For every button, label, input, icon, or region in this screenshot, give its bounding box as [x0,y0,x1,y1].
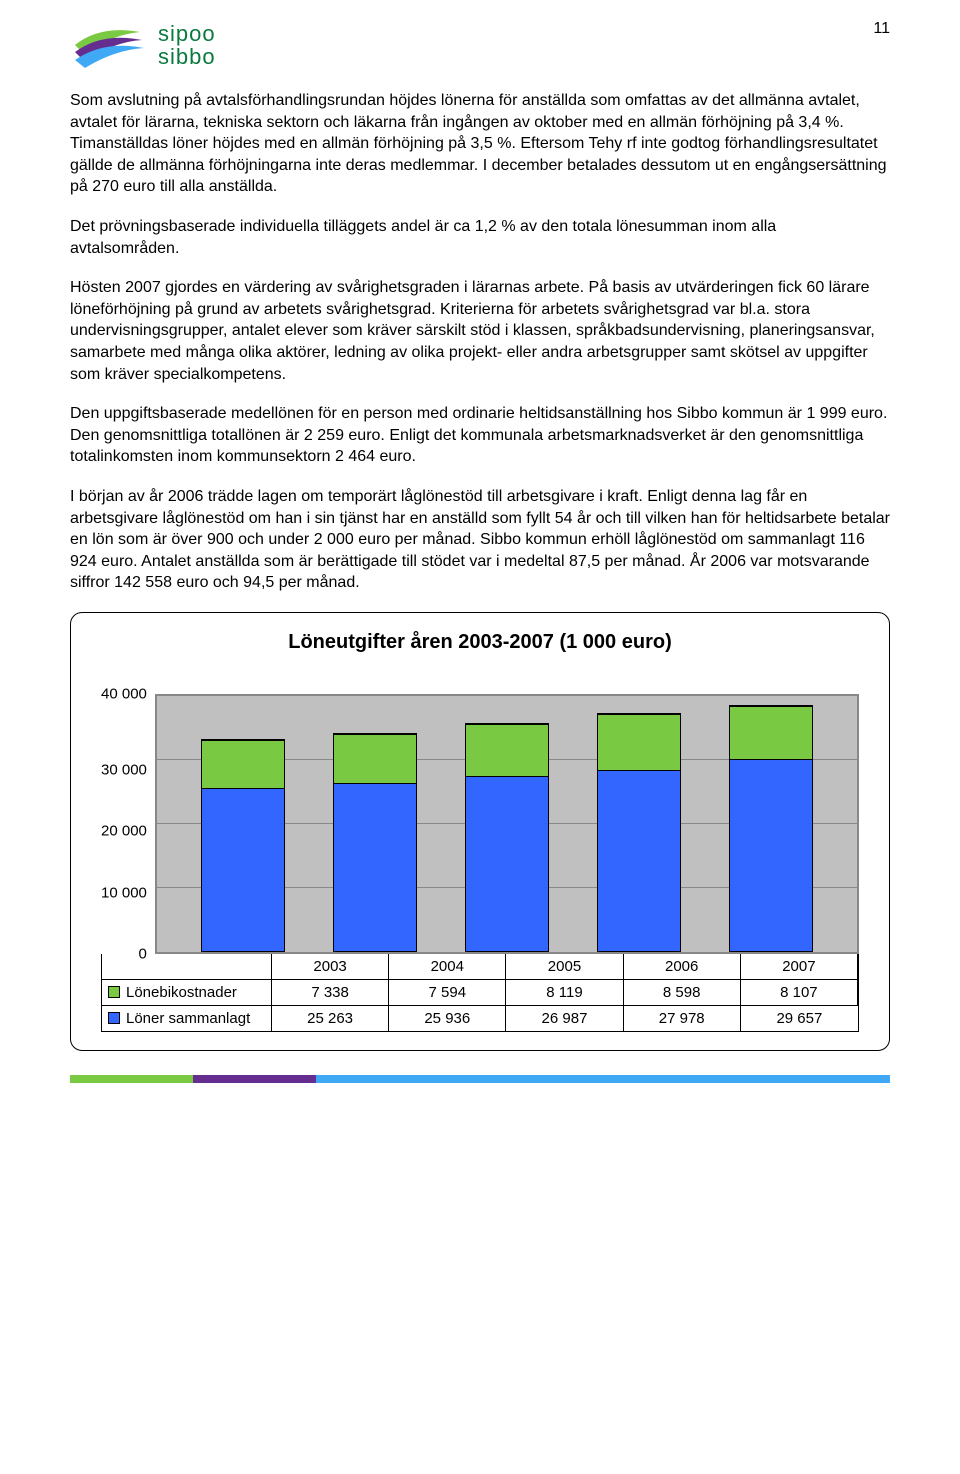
table-year-header: 2006 [624,954,741,979]
table-value-cell: 8 119 [506,979,623,1005]
bar-segment-lonebikostnader [333,734,417,783]
y-tick-label: 10 000 [101,885,147,900]
logo-swoosh-icon [70,20,150,70]
table-series-label: Löner sammanlagt [102,1005,272,1031]
table-empty-cell [102,954,272,979]
y-tick-label: 30 000 [101,763,147,778]
chart-container: Löneutgifter åren 2003-2007 (1 000 euro)… [70,612,890,1051]
page-header: sipoo sibbo 11 [70,20,890,70]
chart-bar [201,739,285,952]
table-value-cell: 27 978 [624,1005,741,1031]
bar-segment-lonebikostnader [597,714,681,770]
logo-text-line1: sipoo [158,22,216,45]
table-value-cell: 25 263 [272,1005,389,1031]
table-value-cell: 7 594 [389,979,506,1005]
table-value-cell: 8 107 [741,979,858,1005]
table-year-header: 2005 [506,954,623,979]
bar-segment-loner [597,770,681,952]
bar-segment-lonebikostnader [201,740,285,788]
legend-color-box [108,1012,120,1024]
chart-bar [333,733,417,952]
page-number: 11 [873,20,890,38]
logo-text-line2: sibbo [158,45,216,68]
y-tick-label: 0 [139,946,147,961]
bar-segment-loner [465,776,549,951]
paragraph: Hösten 2007 gjordes en värdering av svår… [70,277,890,385]
chart-bar [597,713,681,952]
table-value-cell: 7 338 [272,979,389,1005]
table-value-cell: 29 657 [741,1005,858,1031]
chart-data-table: 20032004200520062007 Lönebikostnader 7 338… [101,954,859,1032]
table-year-header: 2004 [389,954,506,979]
table-value-cell: 8 598 [624,979,741,1005]
legend-label-text: Lönebikostnader [126,984,237,1001]
chart-plot [155,694,859,954]
table-value-cell: 26 987 [506,1005,623,1031]
chart-plot-area: 40 00030 00020 00010 0000 [101,694,859,954]
bar-segment-loner [729,759,813,952]
chart-bar [465,723,549,952]
footer-stripe [70,1075,890,1083]
legend-label-text: Löner sammanlagt [126,1010,250,1027]
bar-segment-lonebikostnader [465,724,549,777]
legend-color-box [108,986,120,998]
bar-segment-loner [333,783,417,952]
logo: sipoo sibbo [70,20,216,70]
table-year-header: 2003 [272,954,389,979]
y-tick-label: 40 000 [101,686,147,701]
chart-title: Löneutgifter åren 2003-2007 (1 000 euro) [101,631,859,654]
y-tick-label: 20 000 [101,824,147,839]
bar-segment-lonebikostnader [729,706,813,759]
bar-segment-loner [201,788,285,952]
paragraph: Som avslutning på avtalsförhandlingsrund… [70,90,890,198]
chart-bar [729,705,813,951]
chart-y-axis: 40 00030 00020 00010 0000 [101,694,155,954]
table-series-label: Lönebikostnader [102,979,272,1005]
paragraph: Det prövningsbaserade individuella tillä… [70,216,890,259]
paragraph: I början av år 2006 trädde lagen om temp… [70,486,890,594]
body-text: Som avslutning på avtalsförhandlingsrund… [70,90,890,594]
paragraph: Den uppgiftsbaserade medellönen för en p… [70,403,890,468]
table-value-cell: 25 936 [389,1005,506,1031]
table-year-header: 2007 [741,954,858,979]
